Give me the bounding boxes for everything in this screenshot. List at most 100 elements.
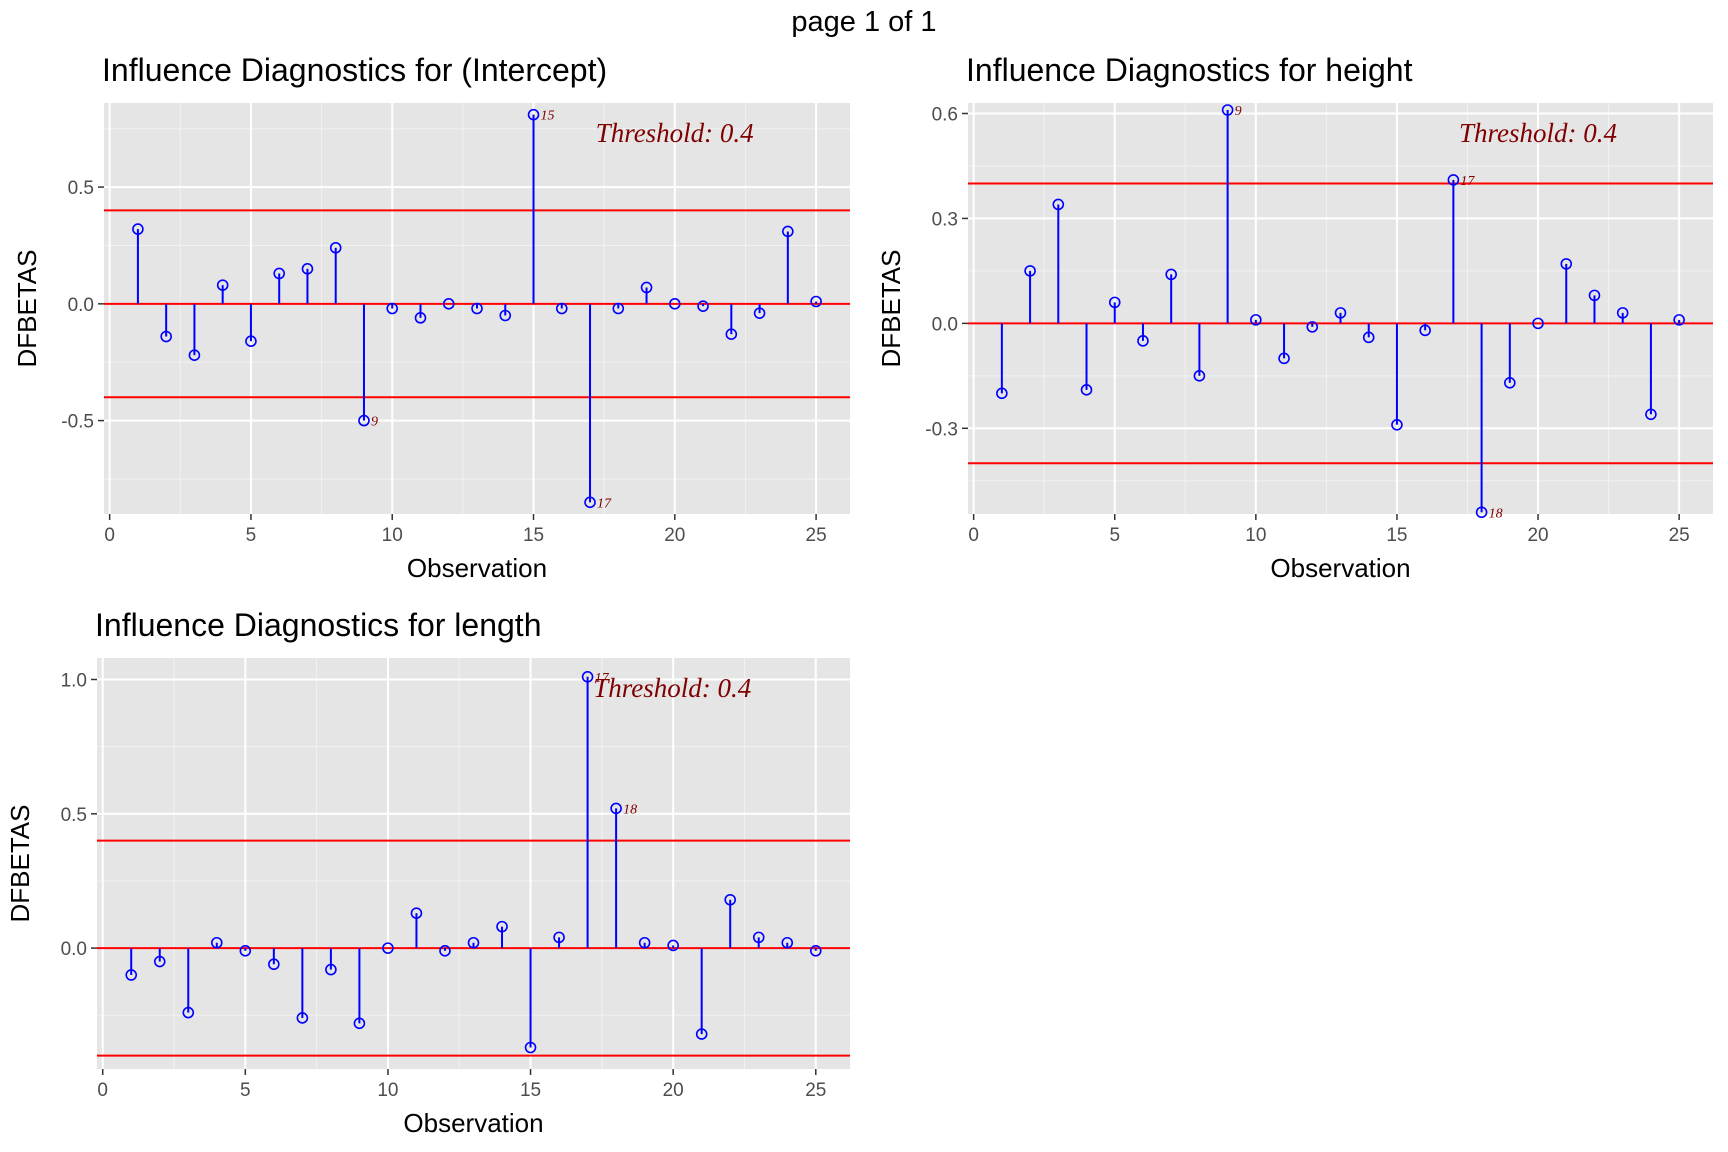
point-15 [527, 108, 540, 121]
point-3 [182, 1006, 195, 1019]
y-tick-label: 0.0 [68, 295, 94, 316]
point-19 [1504, 377, 1516, 389]
chart-height: 9 17 18 Threshold: 0.4 0 5 10 15 20 25 -0.3 0.0 0.3 0… [876, 52, 1713, 583]
point-11 [1278, 352, 1290, 365]
point-13 [471, 302, 483, 315]
point-1 [125, 969, 138, 981]
point-24 [781, 936, 794, 949]
point-16 [553, 931, 565, 944]
point-23 [753, 307, 766, 319]
x-tick-label: 5 [1109, 525, 1120, 546]
point-6 [273, 267, 285, 280]
point-23 [752, 931, 765, 944]
point-19 [640, 281, 653, 294]
point-17 [1447, 174, 1460, 186]
point-5 [1108, 296, 1121, 309]
point-2 [160, 330, 172, 343]
y-tick-label: 0.3 [932, 209, 958, 230]
point-7 [296, 1012, 309, 1024]
point-18 [612, 302, 625, 315]
point-21 [1560, 258, 1573, 270]
point-label: 17 [595, 671, 610, 686]
point-10 [1250, 314, 1262, 326]
point-label: 17 [597, 496, 612, 511]
point-25 [809, 945, 822, 957]
plot-panel [97, 658, 850, 1069]
point-14 [499, 309, 512, 322]
point-25 [810, 295, 822, 308]
x-axis-label: Observation [403, 1108, 543, 1138]
point-label: 17 [1460, 174, 1475, 189]
chart-intercept: 9 15 17 Threshold: 0.4 0 5 10 15 20 25 -0.5 0.0 0.5 I… [12, 52, 850, 583]
x-tick-label: 5 [240, 1080, 251, 1101]
y-tick-label: 0.6 [932, 104, 958, 125]
point-10 [382, 942, 394, 954]
point-5 [245, 335, 257, 347]
x-tick-label: 20 [663, 1080, 684, 1101]
point-3 [188, 349, 201, 362]
page-title: page 1 of 1 [791, 6, 937, 38]
point-1 [996, 387, 1008, 400]
point-24 [782, 225, 794, 238]
x-axis-label: Observation [1270, 553, 1410, 583]
point-17 [584, 496, 596, 509]
point-7 [1165, 268, 1177, 281]
point-2 [1024, 265, 1036, 277]
point-6 [1137, 335, 1149, 347]
point-23 [1616, 307, 1629, 319]
point-9 [1221, 104, 1234, 116]
point-11 [414, 312, 427, 324]
x-tick-label: 5 [246, 525, 257, 546]
point-20 [1532, 317, 1544, 330]
point-16 [1419, 324, 1431, 337]
point-19 [638, 936, 651, 949]
point-18 [1475, 506, 1488, 519]
y-tick-label: -0.5 [61, 412, 94, 433]
y-tick-label: -0.3 [925, 419, 958, 440]
point-6 [268, 958, 280, 971]
point-15 [1391, 419, 1403, 431]
chart-title: Influence Diagnostics for (Intercept) [102, 52, 607, 88]
point-24 [1645, 408, 1657, 421]
point-22 [724, 893, 737, 906]
point-25 [1673, 314, 1685, 326]
point-label: 9 [371, 415, 378, 430]
point-21 [695, 1028, 708, 1040]
y-axis-label: DFBETAS [5, 805, 35, 923]
point-14 [496, 920, 508, 933]
point-8 [329, 241, 342, 254]
point-12 [439, 945, 451, 957]
y-tick-label: 0.0 [932, 314, 958, 335]
x-tick-label: 0 [97, 1080, 108, 1101]
point-2 [153, 955, 166, 968]
x-tick-label: 25 [806, 525, 827, 546]
x-tick-label: 10 [1245, 525, 1266, 546]
point-9 [353, 1017, 366, 1030]
point-11 [410, 907, 423, 919]
point-9 [358, 414, 370, 427]
x-tick-label: 25 [805, 1080, 826, 1101]
point-label: 15 [541, 109, 555, 124]
y-tick-label: 0.0 [61, 939, 87, 960]
y-tick-label: 1.0 [61, 670, 87, 691]
point-20 [667, 939, 679, 952]
point-17 [581, 671, 594, 683]
point-16 [555, 302, 568, 315]
point-14 [1362, 331, 1375, 344]
point-20 [669, 298, 681, 310]
x-tick-label: 20 [1527, 525, 1548, 546]
x-tick-label: 25 [1669, 525, 1690, 546]
x-tick-label: 0 [968, 525, 979, 546]
threshold-annotation: Threshold: 0.4 [593, 673, 751, 703]
point-15 [524, 1041, 537, 1054]
point-label: 18 [1489, 506, 1503, 521]
point-4 [210, 936, 223, 949]
x-tick-label: 15 [523, 525, 544, 546]
x-tick-label: 15 [1386, 525, 1407, 546]
x-tick-label: 10 [377, 1080, 398, 1101]
x-tick-label: 15 [520, 1080, 541, 1101]
threshold-annotation: Threshold: 0.4 [596, 118, 754, 148]
point-22 [1588, 289, 1601, 302]
point-21 [697, 300, 709, 312]
point-1 [132, 223, 144, 235]
